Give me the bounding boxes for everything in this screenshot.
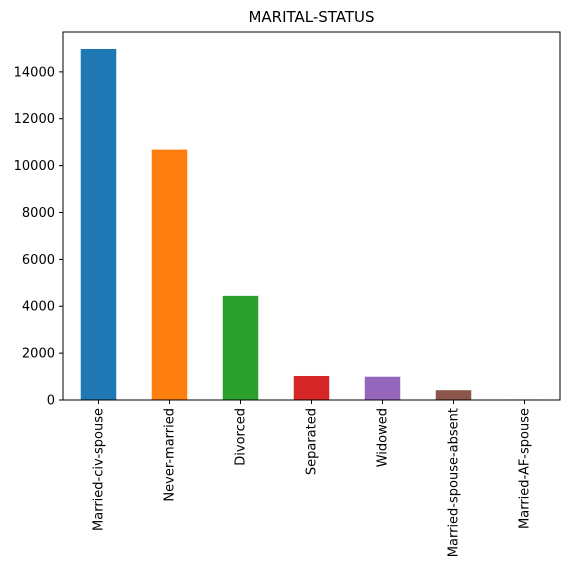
chart-title: MARITAL-STATUS xyxy=(248,8,374,26)
x-tick-label: Never-married xyxy=(163,408,178,502)
x-tick-label: Married-spouse-absent xyxy=(447,408,462,557)
bar-divorced xyxy=(222,295,259,400)
plot-frame xyxy=(62,31,561,401)
bar-never-married xyxy=(151,149,188,400)
y-tick-label: 0 xyxy=(47,394,55,409)
bar-married-civ-spouse xyxy=(80,48,117,401)
x-tick-label: Divorced xyxy=(234,408,249,466)
y-tick-label: 10000 xyxy=(14,159,55,174)
y-tick-label: 4000 xyxy=(22,300,55,315)
bar-separated xyxy=(293,375,330,400)
x-tick-label: Separated xyxy=(305,408,320,475)
y-tick-label: 14000 xyxy=(14,65,55,80)
x-axis: Married-civ-spouse Never-married Divorced S… xyxy=(92,400,533,557)
x-tick-label: Widowed xyxy=(376,408,391,467)
y-tick-label: 12000 xyxy=(14,112,55,127)
x-tick-label: Married-AF-spouse xyxy=(518,408,533,529)
y-tick-label: 8000 xyxy=(22,206,55,221)
y-tick-label: 2000 xyxy=(22,347,55,362)
bar-widowed xyxy=(364,376,401,400)
bar-married-spouse-absent xyxy=(435,390,472,400)
x-tick-label: Married-civ-spouse xyxy=(92,408,107,531)
y-axis: 0 2000 4000 6000 8000 10000 12000 14000 xyxy=(14,65,63,409)
bars-layer xyxy=(80,48,543,401)
y-tick-label: 6000 xyxy=(22,253,55,268)
